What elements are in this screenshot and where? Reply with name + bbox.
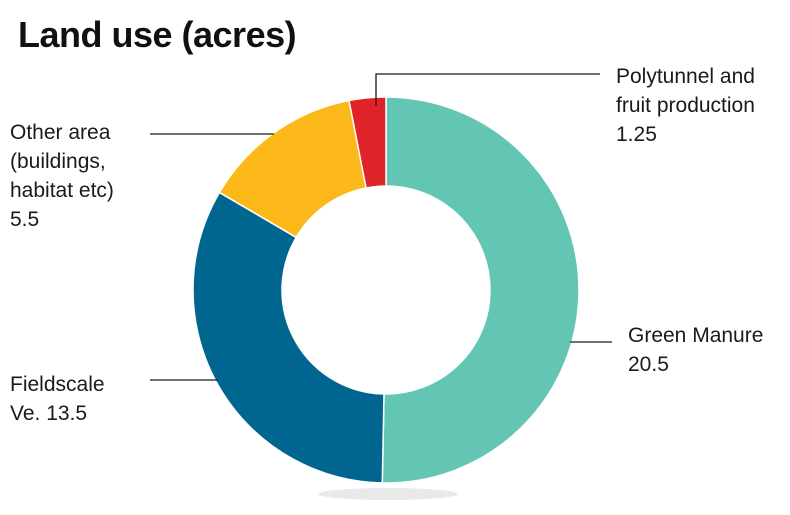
slice-label-line: Polytunnel and bbox=[616, 65, 755, 88]
slice-label-polytunnel: Polytunnel and fruit production 1.25 bbox=[616, 62, 755, 149]
slice-value-label: 20.5 bbox=[628, 353, 669, 376]
slice-value-label: Ve. 13.5 bbox=[10, 402, 88, 425]
pie-slice-3 bbox=[348, 96, 387, 189]
slice-label-line: habitat etc) bbox=[10, 179, 114, 202]
slice-label-line: fruit production bbox=[616, 94, 755, 117]
slice-label-line: (buildings, bbox=[10, 150, 106, 173]
pie-slice-0 bbox=[381, 96, 580, 484]
leader-line-polytunnel bbox=[375, 73, 600, 106]
donut-shadow bbox=[318, 488, 458, 500]
slice-label-line: Other area bbox=[10, 121, 111, 144]
slice-label-line: Fieldscale bbox=[10, 373, 105, 396]
slice-value-label: 1.25 bbox=[616, 123, 657, 146]
slice-label-other-area: Other area (buildings, habitat etc) 5.5 bbox=[10, 118, 114, 234]
slices-group bbox=[192, 96, 580, 484]
chart-title: Land use (acres) bbox=[18, 14, 297, 55]
slice-value-label: 5.5 bbox=[10, 208, 40, 231]
slice-label-fieldscale: Fieldscale Ve. 13.5 bbox=[10, 370, 105, 428]
slice-label-green-manure: Green Manure 20.5 bbox=[628, 321, 763, 379]
pie-slice-1 bbox=[192, 191, 385, 484]
slice-label-line: Green Manure bbox=[628, 324, 764, 347]
leader-lines bbox=[150, 73, 612, 381]
